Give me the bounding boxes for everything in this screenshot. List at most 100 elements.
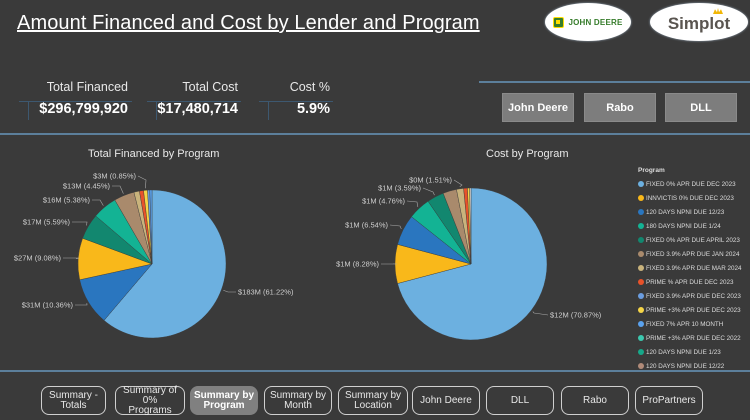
nav-button[interactable]: Summary by Location	[338, 386, 408, 415]
legend-label: 120 DAYS NPNI DUE 1/23	[646, 348, 721, 356]
legend-label: PRIME +3% APR DUE DEC 2022	[646, 334, 741, 342]
legend-item[interactable]: INNVICTIS 0% DUE DEC 2023	[638, 191, 742, 205]
data-label: $31M (10.36%)	[22, 301, 74, 310]
data-label: $1M (6.54%)	[345, 221, 388, 230]
legend-title: Program	[638, 167, 665, 174]
nav-button-label: Location	[354, 399, 392, 411]
nav-button-label: John Deere	[420, 394, 472, 406]
kpi-divider	[259, 101, 333, 102]
nav-button[interactable]: Rabo	[561, 386, 629, 415]
data-label: $17M (5.59%)	[23, 218, 71, 227]
legend-label: FIXED 3.9% APR DUE JAN 2024	[646, 250, 740, 258]
legend-item[interactable]: FIXED 0% APR DUE DEC 2023	[638, 177, 742, 191]
data-label: $27M (9.08%)	[14, 254, 62, 263]
legend-label: FIXED 0% APR DUE DEC 2023	[646, 180, 736, 188]
legend-item[interactable]: FIXED 3.9% APR DUE MAR 2024	[638, 261, 742, 275]
data-label: $1M (3.59%)	[378, 184, 421, 193]
legend-item[interactable]: PRIME +3% APR DUE DEC 2022	[638, 331, 742, 345]
john-deere-logo: JOHN DEERE	[545, 3, 631, 41]
legend-label: FIXED 3.9% APR DUE DEC 2023	[646, 292, 741, 300]
nav-button-label: Summary by	[344, 389, 402, 401]
deer-icon	[553, 16, 565, 28]
nav-button[interactable]: John Deere	[412, 386, 480, 415]
nav-button[interactable]: Summary by Program	[190, 386, 258, 415]
nav-button[interactable]: Summary of 0% Programs	[115, 384, 185, 416]
chart-title-cost: Cost by Program	[486, 148, 569, 160]
leader-line	[63, 257, 80, 259]
leader-line	[406, 200, 419, 207]
legend-dot-icon	[638, 307, 644, 313]
pie-total-financed: $183M (61.22%) $31M (10.36%) $27M (9.08%) $…	[14, 172, 294, 339]
nav-button-label: DLL	[510, 394, 530, 406]
nav-button-label: Summary -	[49, 389, 98, 401]
nav-button-label: Rabo	[583, 394, 607, 406]
legend-item[interactable]: FIXED 3.9% APR DUE DEC 2023	[638, 289, 742, 303]
page-title: Amount Financed and Cost by Lender and P…	[17, 12, 480, 34]
data-label: $12M (70.87%)	[550, 311, 602, 320]
legend-dot-icon	[638, 251, 644, 257]
legend-item[interactable]: FIXED 0% APR DUE APRIL 2023	[638, 233, 742, 247]
leader-line	[72, 221, 88, 226]
legend-dot-icon	[638, 181, 644, 187]
legend-dot-icon	[638, 195, 644, 201]
simplot-logo: Simplot	[650, 3, 748, 41]
legend-item[interactable]: 120 DAYS NPNI DUE 12/22	[638, 359, 742, 373]
pie-slice[interactable]	[149, 189, 153, 265]
divider	[0, 133, 750, 135]
legend-dot-icon	[638, 279, 644, 285]
divider	[0, 370, 750, 372]
legend-dot-icon	[638, 363, 644, 369]
leader-line	[389, 224, 402, 230]
leader-line	[532, 311, 549, 316]
legend-label: PRIME +3% APR DUE DEC 2023	[646, 306, 741, 314]
legend-item[interactable]: 180 DAYS NPNI DUE 1/24	[638, 219, 742, 233]
legend-label: FIXED 3.9% APR DUE MAR 2024	[646, 264, 742, 272]
nav-button[interactable]: DLL	[486, 386, 554, 415]
legend-item[interactable]: 120 DAYS NPNI DUE 1/23	[638, 345, 742, 359]
data-label: $16M (5.38%)	[43, 196, 91, 205]
legend-item[interactable]: FIXED 7% APR 10 MONTH	[638, 317, 742, 331]
pie-cost: $12M (70.87%) $1M (8.28%) $1M (6.54%) $1M (…	[336, 176, 602, 341]
legend-dot-icon	[638, 321, 644, 327]
kpi-total-financed-value: $296,799,920	[39, 101, 128, 117]
leader-line	[422, 187, 435, 196]
nav-button-label: Summary of 0%	[123, 384, 177, 406]
filter-dll-button[interactable]: DLL	[665, 93, 737, 122]
legend: Program FIXED 0% APR DUE DEC 2023 INNVICT…	[638, 167, 742, 373]
pie-slice[interactable]	[103, 189, 227, 339]
nav-button-label: Summary by	[193, 389, 255, 401]
filter-rabo-button[interactable]: Rabo	[584, 93, 656, 122]
legend-label: 180 DAYS NPNI DUE 1/24	[646, 222, 721, 230]
legend-item[interactable]: FIXED 3.9% APR DUE JAN 2024	[638, 247, 742, 261]
kpi-cost-pct-label: Cost %	[289, 80, 330, 94]
data-label: $0M (1.51%)	[409, 176, 452, 185]
kpi-cost-pct-value: 5.9%	[296, 101, 330, 117]
nav-button[interactable]: Summary - Totals	[41, 386, 106, 415]
leader-line	[453, 179, 463, 188]
legend-dot-icon	[638, 209, 644, 215]
nav-button-label: Program	[203, 399, 245, 411]
legend-item[interactable]: PRIME % APR DUE DEC 2023	[638, 275, 742, 289]
legend-item[interactable]: PRIME +3% APR DUE DEC 2023	[638, 303, 742, 317]
pie-slice[interactable]	[397, 187, 548, 341]
simplot-leaf-icon	[713, 8, 723, 14]
chart-title-financed: Total Financed by Program	[88, 148, 220, 160]
nav-button[interactable]: ProPartners	[635, 386, 703, 415]
kpi-divider	[147, 101, 241, 102]
legend-dot-icon	[638, 223, 644, 229]
nav-button[interactable]: Summary by Month	[264, 386, 332, 415]
kpi-total-financed-label: Total Financed	[46, 80, 128, 94]
legend-item[interactable]: 120 DAYS NPNI DUE 12/23	[638, 205, 742, 219]
kpi-total-cost-value: $17,480,714	[157, 101, 238, 117]
kpi-divider	[28, 101, 29, 120]
data-label: $1M (8.28%)	[336, 260, 379, 269]
pie-slice[interactable]	[469, 187, 472, 265]
legend-label: FIXED 0% APR DUE APRIL 2023	[646, 236, 740, 244]
data-label: $3M (0.85%)	[93, 172, 136, 181]
nav-button-label: Programs	[128, 404, 172, 416]
kpi-divider	[156, 101, 157, 120]
filter-john-deere-button[interactable]: John Deere	[502, 93, 574, 122]
legend-label: 120 DAYS NPNI DUE 12/23	[646, 208, 725, 216]
data-label: $13M (4.45%)	[63, 182, 111, 191]
